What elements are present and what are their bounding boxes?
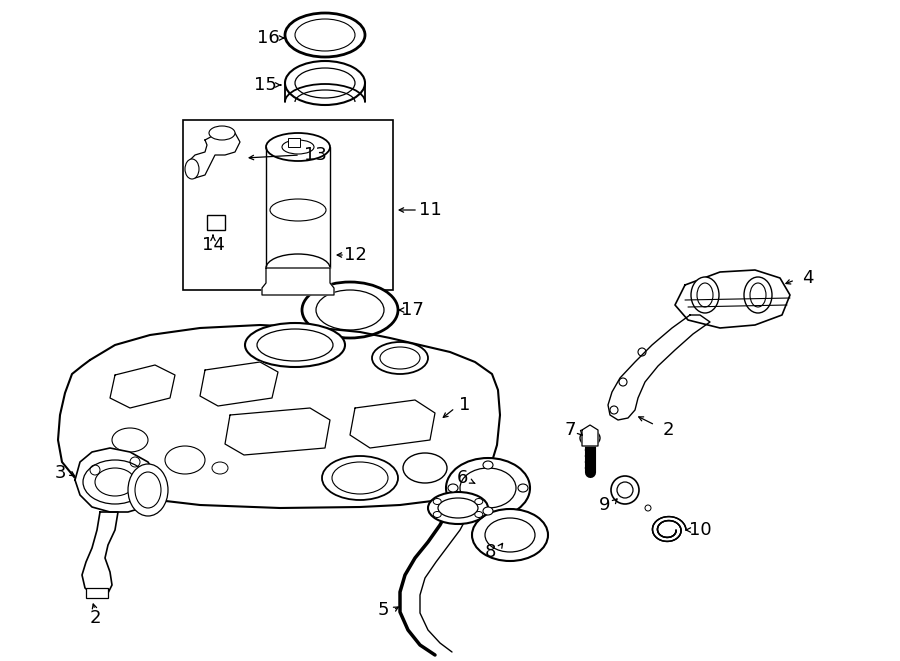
Ellipse shape	[128, 464, 168, 516]
Text: 11: 11	[418, 201, 441, 219]
Bar	[207, 215, 225, 230]
Ellipse shape	[475, 498, 482, 504]
Polygon shape	[675, 270, 790, 328]
Ellipse shape	[266, 133, 330, 161]
Polygon shape	[110, 365, 175, 408]
Bar	[288, 138, 300, 147]
Text: 16: 16	[256, 29, 279, 47]
Ellipse shape	[472, 509, 548, 561]
Text: 2: 2	[662, 421, 674, 439]
Ellipse shape	[282, 140, 314, 154]
Ellipse shape	[403, 453, 447, 483]
Ellipse shape	[611, 476, 639, 504]
Ellipse shape	[691, 277, 719, 313]
Bar	[86, 588, 108, 598]
Ellipse shape	[446, 458, 530, 518]
Text: 2: 2	[89, 609, 101, 627]
Ellipse shape	[95, 468, 135, 496]
Text: 13: 13	[303, 146, 327, 164]
Polygon shape	[75, 448, 158, 512]
Ellipse shape	[165, 446, 205, 474]
Text: 14: 14	[202, 236, 224, 254]
Text: 12: 12	[344, 246, 366, 264]
Ellipse shape	[83, 460, 147, 504]
Ellipse shape	[285, 13, 365, 57]
Ellipse shape	[185, 159, 199, 179]
Text: 3: 3	[54, 464, 66, 482]
Ellipse shape	[135, 472, 161, 508]
Ellipse shape	[302, 282, 398, 338]
Text: 8: 8	[484, 543, 496, 561]
Ellipse shape	[483, 461, 493, 469]
Ellipse shape	[428, 492, 488, 524]
Bar	[183, 120, 393, 290]
Ellipse shape	[322, 456, 398, 500]
Ellipse shape	[475, 512, 482, 518]
Ellipse shape	[448, 484, 458, 492]
Polygon shape	[350, 400, 435, 448]
Text: 7: 7	[564, 421, 576, 439]
Polygon shape	[262, 268, 334, 295]
Ellipse shape	[285, 61, 365, 105]
Text: 4: 4	[802, 269, 814, 287]
Ellipse shape	[245, 323, 345, 367]
Ellipse shape	[580, 430, 600, 446]
Ellipse shape	[433, 498, 441, 504]
Polygon shape	[58, 325, 500, 508]
Text: 9: 9	[599, 496, 611, 514]
Text: 15: 15	[254, 76, 276, 94]
Polygon shape	[608, 315, 710, 420]
Ellipse shape	[372, 342, 428, 374]
Polygon shape	[200, 362, 278, 406]
Text: 1: 1	[459, 396, 471, 414]
Polygon shape	[82, 512, 118, 596]
Ellipse shape	[483, 507, 493, 515]
Ellipse shape	[209, 126, 235, 140]
Ellipse shape	[212, 462, 228, 474]
Text: 6: 6	[456, 469, 468, 487]
Ellipse shape	[433, 512, 441, 518]
Polygon shape	[582, 425, 598, 446]
Ellipse shape	[270, 199, 326, 221]
Ellipse shape	[518, 484, 528, 492]
Text: 10: 10	[688, 521, 711, 539]
Ellipse shape	[744, 277, 772, 313]
Polygon shape	[188, 133, 240, 178]
Polygon shape	[225, 408, 330, 455]
Text: 17: 17	[400, 301, 423, 319]
Ellipse shape	[112, 428, 148, 452]
Text: 5: 5	[377, 601, 389, 619]
